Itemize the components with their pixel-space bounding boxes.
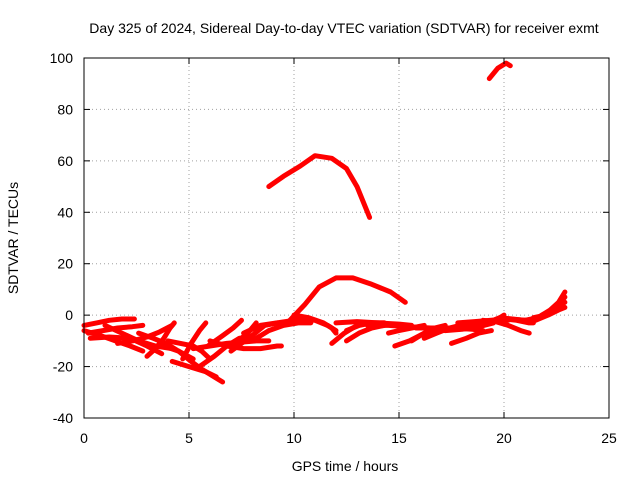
- axis-ticks: -40 -20 0 20 40 60 80 100 0 5 10 15 20 25: [50, 50, 617, 446]
- grid: [84, 58, 609, 418]
- series-arc-3: [287, 275, 408, 323]
- y-tick-label: 40: [57, 204, 73, 220]
- y-tick-label: -40: [53, 410, 73, 426]
- series-arc-46: [539, 299, 568, 318]
- series-arc-14: [180, 320, 209, 362]
- series-arc-25: [291, 312, 339, 336]
- y-tick-label: 60: [57, 153, 73, 169]
- x-tick-label: 5: [185, 430, 193, 446]
- x-tick-label: 10: [286, 430, 302, 446]
- series-arc-38: [449, 328, 494, 346]
- x-axis-label: GPS time / hours: [292, 458, 399, 474]
- y-tick-label: 20: [57, 256, 73, 272]
- chart-title: Day 325 of 2024, Sidereal Day-to-day VTE…: [89, 20, 598, 36]
- series-arc-47: [533, 304, 568, 323]
- series-arc-13: [165, 338, 213, 362]
- series-layer: [81, 60, 568, 385]
- series-arc-18: [207, 338, 284, 352]
- series-arc-6: [85, 322, 146, 336]
- y-tick-label: 80: [57, 101, 73, 117]
- series-arc-11: [144, 320, 177, 359]
- series-arc-1: [266, 153, 373, 220]
- x-tick-label: 15: [391, 430, 407, 446]
- x-tick-label: 25: [601, 430, 617, 446]
- y-tick-label: 100: [50, 50, 74, 66]
- y-tick-label: 0: [65, 307, 73, 323]
- series-arc-19: [205, 317, 244, 349]
- series-arc-4: [81, 316, 137, 328]
- y-axis-label: SDTVAR / TECUs: [5, 182, 21, 294]
- series-arc-2: [486, 60, 513, 82]
- plot-frame: [83, 57, 610, 419]
- y-tick-label: -20: [53, 359, 73, 375]
- x-tick-label: 0: [80, 430, 88, 446]
- series-arc-15: [169, 358, 219, 380]
- x-tick-label: 20: [496, 430, 512, 446]
